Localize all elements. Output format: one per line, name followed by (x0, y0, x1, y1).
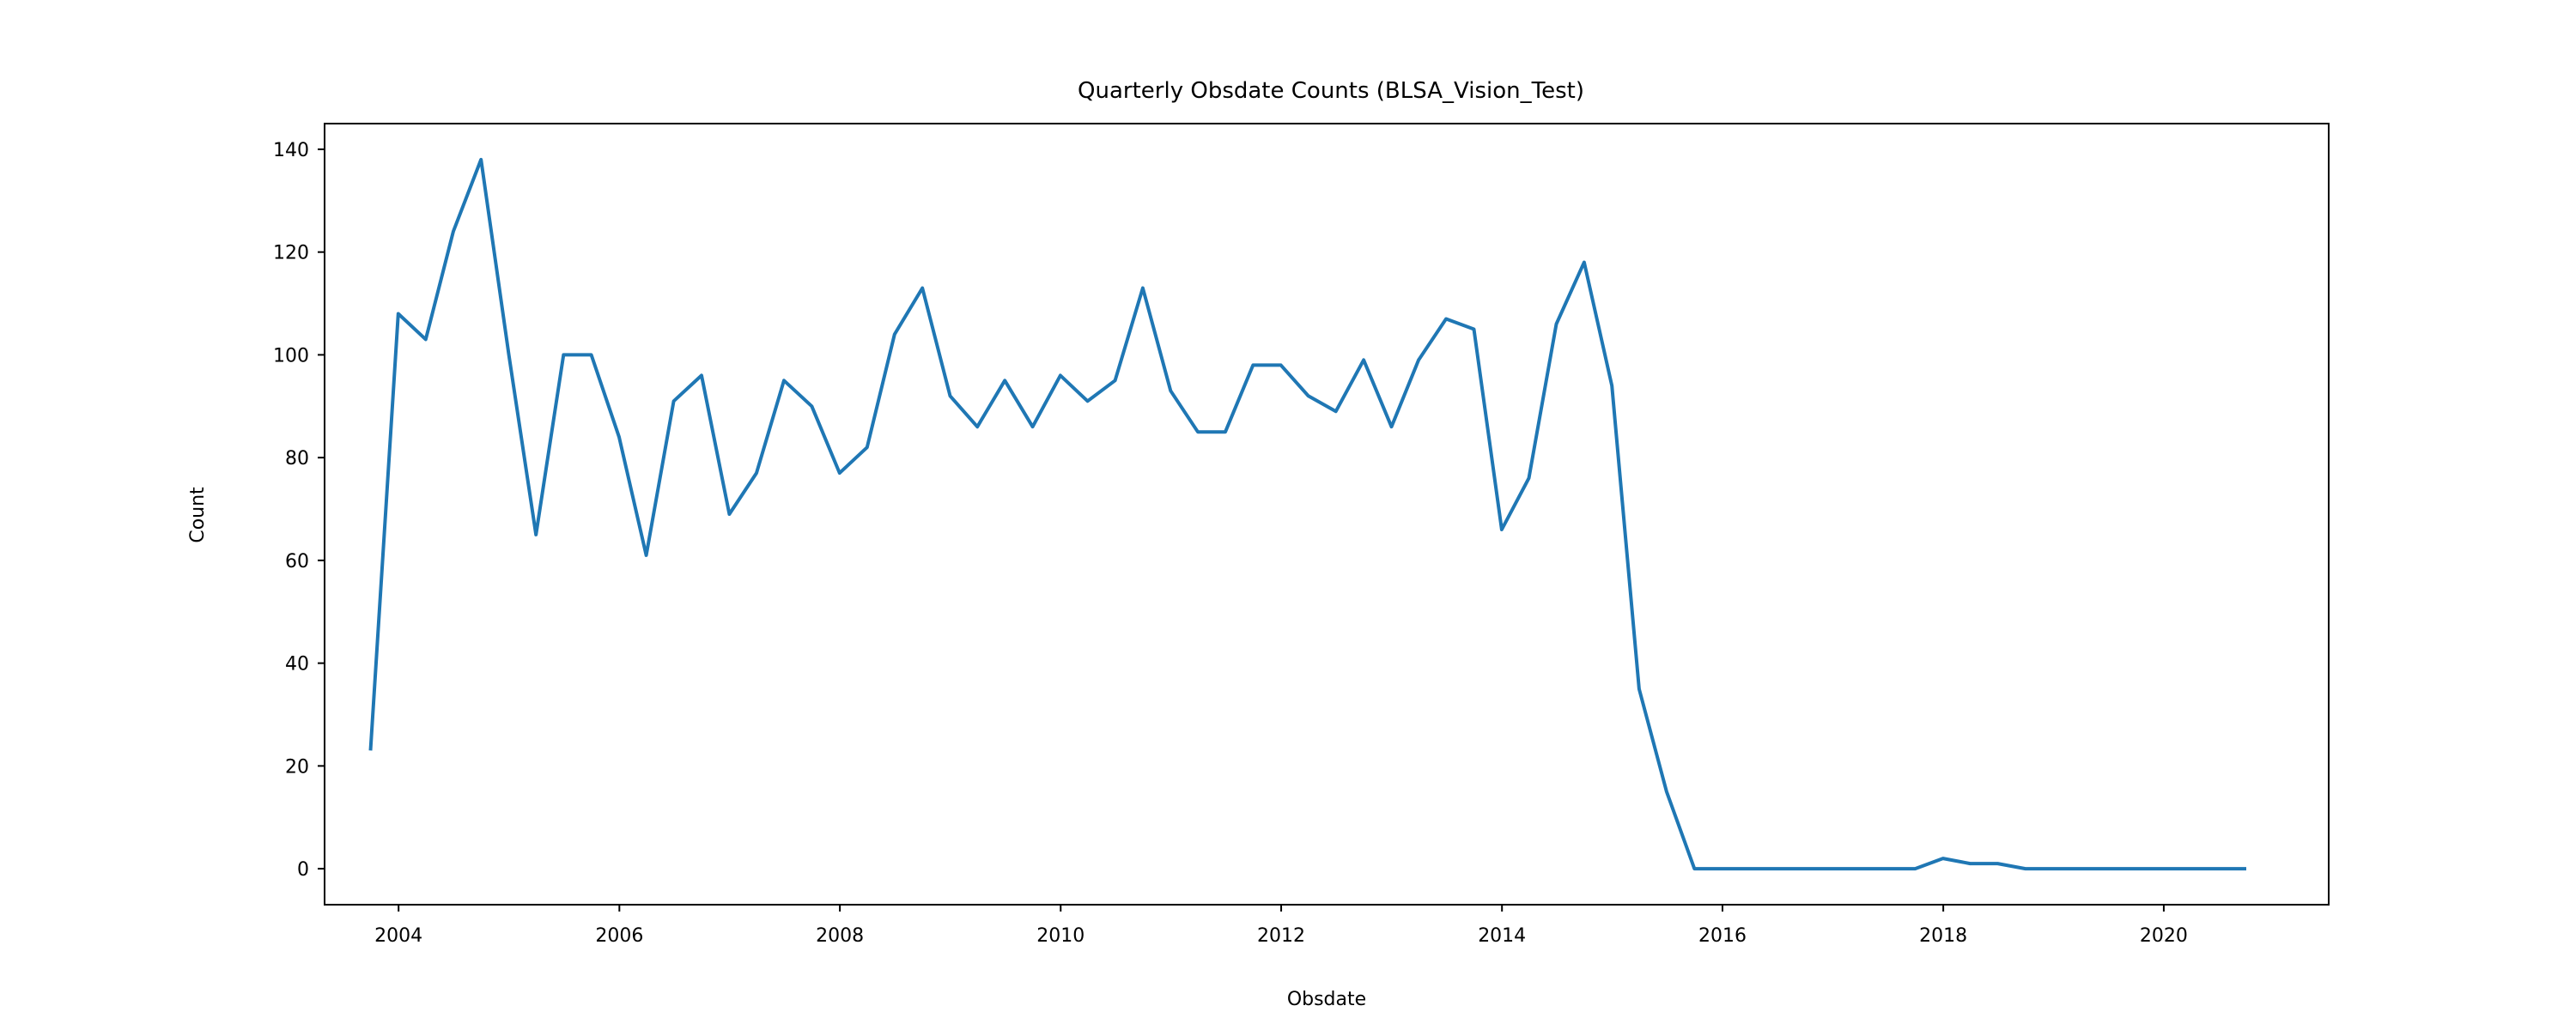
chart-title: Quarterly Obsdate Counts (BLSA_Vision_Te… (1078, 78, 1584, 104)
y-tick-label: 20 (285, 756, 309, 778)
y-tick-label: 100 (273, 345, 309, 367)
x-tick-label: 2006 (595, 925, 643, 947)
x-axis-label: Obsdate (1287, 989, 1366, 1010)
x-tick-label: 2010 (1036, 925, 1084, 947)
series-layer (368, 157, 2246, 871)
y-tick-label: 120 (273, 243, 309, 264)
x-tick-label: 2012 (1257, 925, 1305, 947)
y-axis-label: Count (187, 487, 209, 543)
x-tick-label: 2020 (2140, 925, 2188, 947)
x-tick-label: 2008 (816, 925, 864, 947)
y-tick-label: 0 (297, 859, 309, 881)
series-line (368, 157, 2246, 871)
axis-ticks: 2004 2006 2008 2010 2012 2014 2016 2018 2020 0 20 4… (273, 140, 2188, 947)
y-tick-label: 140 (273, 140, 309, 161)
y-tick-label: 60 (285, 551, 309, 573)
plot-area-frame (324, 123, 2330, 906)
x-tick-label: 2014 (1478, 925, 1526, 947)
x-tick-label: 2004 (374, 925, 422, 947)
y-tick-label: 80 (285, 448, 309, 470)
x-tick-label: 2016 (1698, 925, 1747, 947)
x-tick-label: 2018 (1919, 925, 1967, 947)
y-tick-label: 40 (285, 654, 309, 676)
